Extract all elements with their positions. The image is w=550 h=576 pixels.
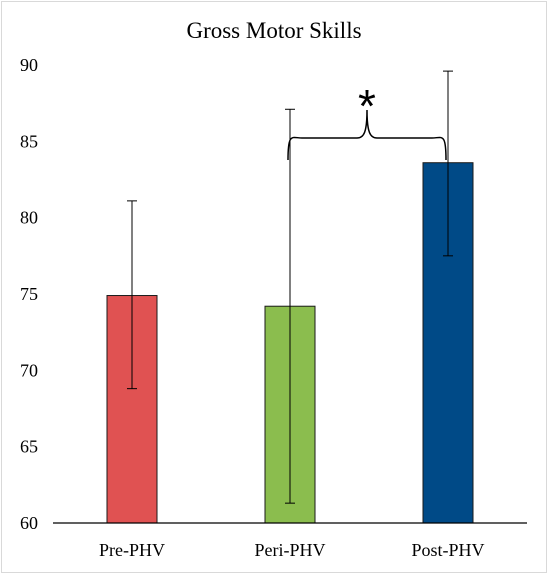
y-tick-label: 70 <box>20 360 38 380</box>
significance-brace <box>287 109 447 161</box>
x-tick-label: Pre-PHV <box>99 540 165 560</box>
y-tick-label: 65 <box>20 437 38 457</box>
significance-asterisk: * <box>358 80 376 132</box>
x-tick-label: Peri-PHV <box>255 540 326 560</box>
y-tick-label: 80 <box>20 208 38 228</box>
y-tick-label: 85 <box>20 131 38 151</box>
error-bars <box>127 70 453 504</box>
chart-title: Gross Motor Skills <box>186 18 361 43</box>
y-tick-label: 90 <box>20 55 38 75</box>
y-tick-label: 60 <box>20 513 38 533</box>
x-tick-label: Post-PHV <box>411 540 484 560</box>
y-tick-label: 75 <box>20 284 38 304</box>
x-axis-categories: Pre-PHV Peri-PHV Post-PHV <box>99 540 485 560</box>
y-axis-ticks: 60 65 70 75 80 85 90 <box>20 55 38 533</box>
